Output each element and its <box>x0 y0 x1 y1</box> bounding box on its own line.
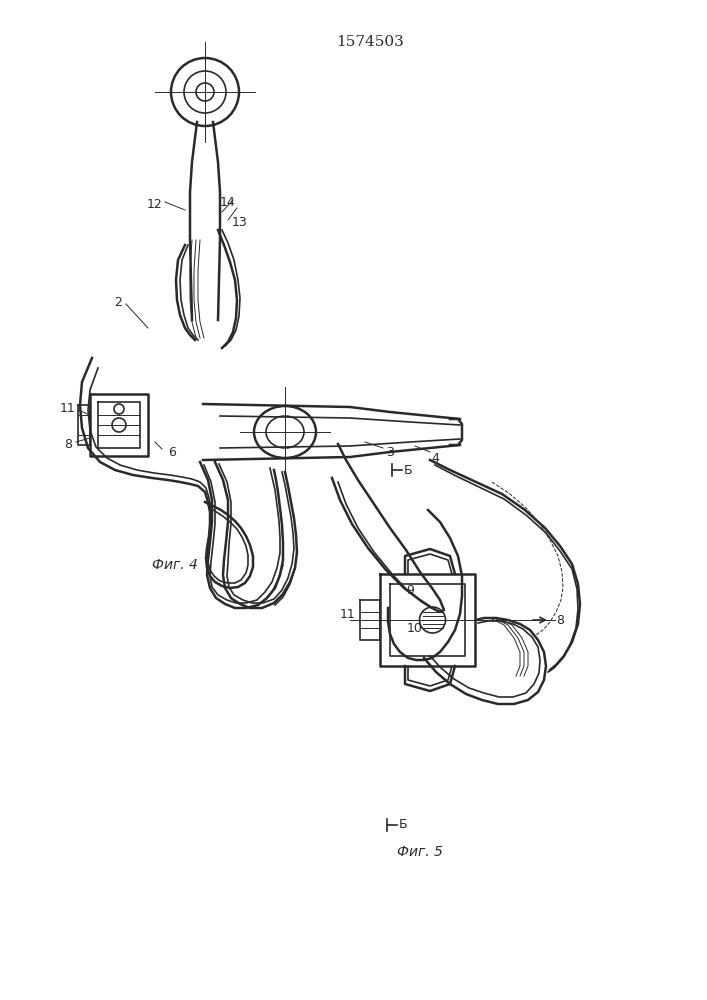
Text: Б: Б <box>399 818 407 832</box>
Text: 10: 10 <box>407 621 423 635</box>
Text: 11: 11 <box>60 401 76 414</box>
Text: 11: 11 <box>340 607 356 620</box>
Text: 6: 6 <box>168 446 176 458</box>
Text: 12: 12 <box>147 198 163 212</box>
Text: 2: 2 <box>114 296 122 308</box>
Text: 8: 8 <box>556 613 564 626</box>
Text: 3: 3 <box>386 446 394 458</box>
Text: 13: 13 <box>232 216 248 229</box>
Text: Фиг. 4: Фиг. 4 <box>152 558 198 572</box>
Text: 9: 9 <box>406 584 414 596</box>
Text: Фиг. 5: Фиг. 5 <box>397 845 443 859</box>
Text: 14: 14 <box>220 196 236 209</box>
Text: 4: 4 <box>431 452 439 464</box>
Text: 1574503: 1574503 <box>336 35 404 49</box>
Text: Б: Б <box>404 464 412 477</box>
Text: 8: 8 <box>64 438 72 452</box>
